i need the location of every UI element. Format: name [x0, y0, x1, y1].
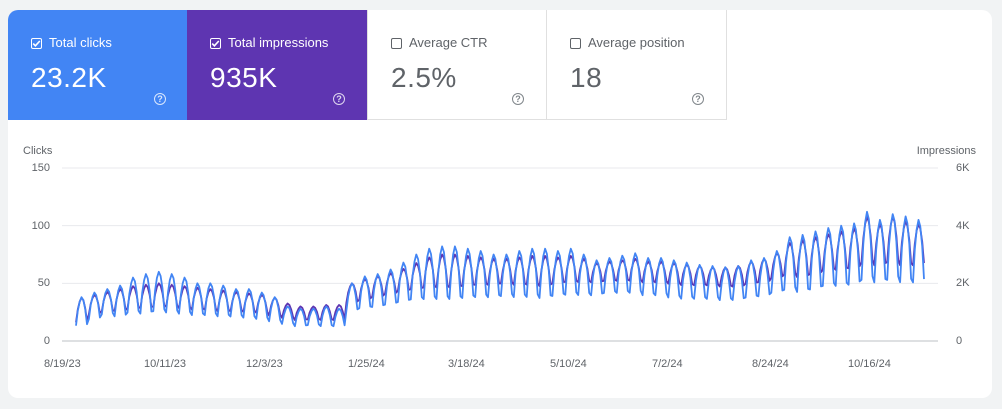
performance-card: Total clicks 23.2K ? Total impressions 9…	[8, 10, 992, 398]
impressions-series-line	[75, 216, 925, 323]
help-icon[interactable]: ?	[154, 93, 166, 105]
metric-tile-average-position[interactable]: Average position 18 ?	[547, 10, 727, 120]
metric-value: 23.2K	[31, 62, 107, 93]
tile-header: Average position	[570, 35, 685, 51]
metric-tile-total-clicks[interactable]: Total clicks 23.2K ?	[8, 10, 188, 120]
metric-value: 2.5%	[391, 62, 457, 93]
checkbox-unchecked-icon[interactable]	[391, 37, 402, 49]
left-axis-title: Clicks	[23, 145, 53, 157]
metric-value: 18	[570, 62, 603, 93]
metric-label: Total clicks	[49, 35, 112, 50]
tile-header: Total impressions	[210, 35, 328, 51]
x-tick-label: 7/2/24	[652, 358, 683, 370]
metric-tiles: Total clicks 23.2K ? Total impressions 9…	[8, 10, 728, 120]
tile-header: Average CTR	[391, 35, 488, 51]
checkbox-unchecked-icon[interactable]	[570, 37, 581, 49]
right-tick-label: 4K	[956, 220, 970, 232]
left-tick-label: 50	[37, 277, 50, 289]
right-axis-title: Impressions	[916, 145, 976, 157]
left-tick-label: 150	[31, 162, 50, 174]
metric-label: Average CTR	[409, 35, 488, 50]
x-tick-label: 10/11/23	[144, 358, 187, 370]
help-icon[interactable]: ?	[333, 93, 345, 105]
left-tick-label: 0	[43, 335, 50, 347]
x-tick-label: 10/16/24	[848, 358, 891, 370]
tile-header: Total clicks	[31, 35, 112, 51]
help-icon[interactable]: ?	[512, 93, 524, 105]
checkbox-checked-icon[interactable]	[31, 37, 42, 49]
x-tick-label: 5/10/24	[550, 358, 587, 370]
help-icon[interactable]: ?	[692, 93, 704, 105]
metric-value: 935K	[210, 62, 278, 93]
metric-label: Average position	[588, 35, 685, 50]
x-tick-label: 8/19/23	[44, 358, 81, 370]
clicks-series-line	[75, 210, 925, 328]
x-tick-label: 8/24/24	[752, 358, 789, 370]
metric-tile-average-ctr[interactable]: Average CTR 2.5% ?	[367, 10, 547, 120]
x-tick-label: 1/25/24	[348, 358, 385, 370]
x-tick-label: 12/3/23	[246, 358, 283, 370]
checkbox-checked-icon[interactable]	[210, 37, 221, 49]
right-tick-label: 0	[956, 335, 963, 347]
left-tick-label: 100	[31, 220, 50, 232]
x-tick-label: 3/18/24	[448, 358, 485, 370]
metric-label: Total impressions	[228, 35, 329, 50]
right-tick-label: 2K	[956, 277, 970, 289]
right-tick-label: 6K	[956, 162, 970, 174]
performance-chart[interactable]	[8, 10, 992, 398]
metric-tile-total-impressions[interactable]: Total impressions 935K ?	[187, 10, 367, 120]
